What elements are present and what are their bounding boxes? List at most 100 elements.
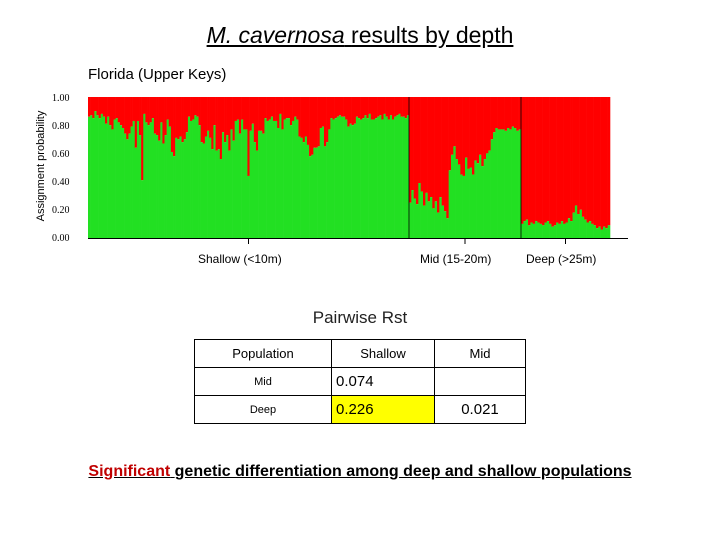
bar-cluster2 — [298, 97, 301, 137]
bar-cluster2 — [516, 97, 519, 131]
bar-cluster1 — [402, 116, 406, 238]
bar-cluster1 — [177, 139, 180, 238]
bar-cluster2 — [315, 97, 318, 148]
bar-cluster1 — [219, 159, 223, 238]
bar-cluster2 — [353, 97, 357, 124]
bar-cluster1 — [200, 142, 204, 238]
bar-cluster1 — [516, 130, 519, 238]
table-title: Pairwise Rst — [312, 308, 408, 327]
bar-cluster2 — [311, 97, 314, 155]
bar-cluster1 — [321, 126, 325, 238]
bar-cluster1 — [425, 192, 428, 238]
bar-cluster1 — [304, 136, 308, 238]
bar-cluster1 — [230, 129, 233, 238]
bar-cluster2 — [542, 97, 545, 226]
bar-cluster1 — [364, 115, 367, 238]
structure-plot — [88, 97, 628, 244]
bar-cluster1 — [353, 123, 357, 238]
row-label: Mid — [194, 367, 332, 396]
bar-cluster2 — [166, 97, 170, 120]
bar-cluster2 — [215, 97, 218, 151]
bar-cluster2 — [360, 97, 363, 120]
bar-cluster1 — [102, 116, 106, 238]
bar-cluster2 — [313, 97, 316, 148]
bar-cluster1 — [268, 119, 272, 238]
bar-cluster1 — [224, 142, 227, 238]
bar-cluster1 — [591, 223, 594, 238]
bar-cluster2 — [349, 97, 352, 124]
bar-cluster1 — [328, 129, 331, 238]
bar-cluster2 — [277, 97, 280, 129]
cell-value: 0.021 — [434, 395, 526, 424]
bar-cluster2 — [593, 97, 597, 226]
bar-cluster1 — [507, 128, 510, 238]
bar-cluster1 — [460, 174, 463, 238]
bar-cluster2 — [262, 97, 265, 134]
bar-cluster2 — [145, 97, 148, 123]
bar-cluster1 — [153, 133, 157, 238]
bar-cluster2 — [374, 97, 378, 119]
bar-cluster1 — [319, 128, 323, 238]
bar-cluster2 — [88, 97, 91, 117]
header-mid: Mid — [434, 339, 526, 368]
bar-cluster1 — [264, 118, 267, 238]
bar-cluster2 — [381, 97, 384, 120]
bar-cluster1 — [296, 119, 299, 238]
bar-cluster2 — [500, 97, 503, 130]
bar-cluster2 — [481, 97, 484, 167]
bar-cluster1 — [117, 122, 121, 238]
bar-cluster1 — [528, 225, 531, 238]
y-tick-label: 0.20 — [52, 205, 70, 216]
bar-cluster2 — [247, 97, 250, 176]
bar-cluster1 — [119, 125, 123, 238]
bar-cluster1 — [132, 120, 136, 238]
bar-cluster1 — [518, 129, 522, 238]
bar-cluster2 — [579, 97, 583, 210]
bar-cluster2 — [518, 97, 522, 130]
bar-cluster2 — [156, 97, 159, 136]
bar-cluster2 — [570, 97, 573, 222]
bar-cluster1 — [398, 113, 401, 238]
bar-cluster2 — [245, 97, 248, 130]
bar-cluster2 — [143, 97, 146, 114]
bar-cluster2 — [268, 97, 272, 120]
bar-cluster2 — [249, 97, 252, 131]
bar-cluster2 — [332, 97, 335, 120]
bar-cluster2 — [136, 97, 140, 121]
bar-cluster2 — [389, 97, 393, 116]
bar-cluster2 — [441, 97, 445, 206]
bar-cluster2 — [219, 97, 223, 160]
bar-cluster2 — [465, 97, 468, 158]
bar-cluster1 — [207, 130, 210, 238]
bar-cluster1 — [351, 125, 355, 238]
bar-cluster2 — [185, 97, 189, 133]
bar-cluster2 — [170, 97, 174, 152]
bar-cluster1 — [458, 164, 461, 238]
bar-cluster2 — [317, 97, 321, 147]
bar-cluster1 — [444, 211, 447, 238]
bar-cluster2 — [321, 97, 325, 127]
bar-cluster1 — [277, 128, 280, 238]
bar-cluster1 — [126, 139, 129, 238]
bar-cluster1 — [600, 229, 604, 238]
bar-cluster2 — [134, 97, 138, 148]
bar-cluster2 — [130, 97, 133, 127]
bar-cluster2 — [232, 97, 235, 141]
bar-cluster2 — [253, 97, 257, 143]
bar-cluster2 — [181, 97, 184, 143]
bar-cluster1 — [128, 133, 131, 238]
bar-cluster1 — [472, 174, 475, 238]
bar-cluster2 — [211, 97, 214, 150]
bar-cluster1 — [368, 113, 372, 238]
bar-cluster2 — [490, 97, 494, 140]
bar-cluster2 — [391, 97, 395, 120]
bar-cluster1 — [360, 119, 363, 238]
bar-cluster2 — [425, 97, 428, 193]
bar-cluster1 — [279, 113, 282, 238]
bar-cluster2 — [294, 97, 297, 117]
bar-cluster2 — [370, 97, 374, 120]
bar-cluster2 — [113, 97, 116, 120]
bar-cluster2 — [132, 97, 136, 121]
bar-cluster1 — [523, 221, 526, 238]
bar-cluster2 — [551, 97, 555, 227]
